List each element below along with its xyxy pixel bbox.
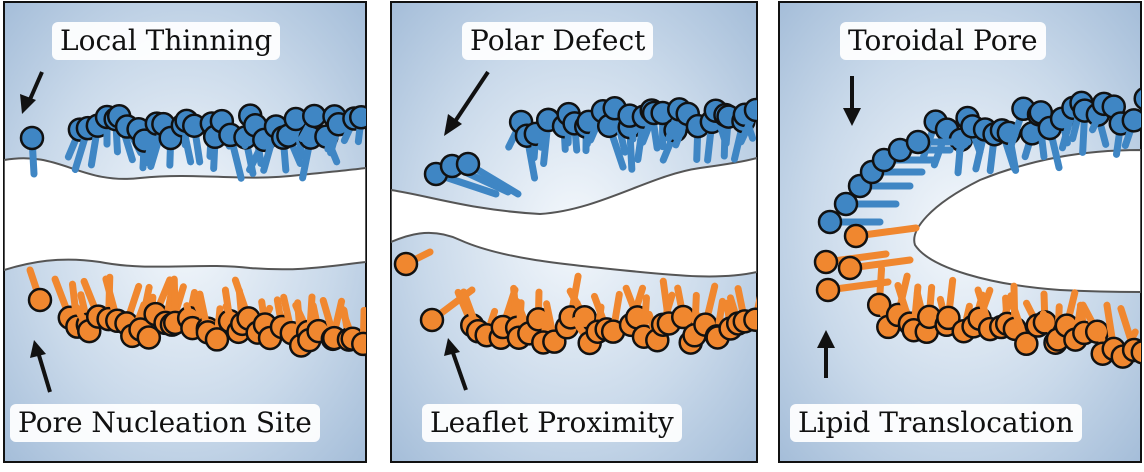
panel-polar-defect: [391, 2, 767, 462]
lipid-head: [421, 309, 443, 331]
label-lipid-translocation: Lipid Translocation: [790, 404, 1082, 442]
lipid-head: [1123, 109, 1144, 131]
label-leaflet-proximity: Leaflet Proximity: [422, 404, 682, 442]
lipid-head: [907, 131, 929, 153]
panel-toroidal-pore: [779, 2, 1144, 462]
lipid-head: [815, 251, 837, 273]
lipid-head: [819, 211, 841, 233]
panel-local-thinning: [4, 2, 374, 462]
lipid-head: [303, 105, 325, 127]
label-toroidal-pore: Toroidal Pore: [840, 22, 1046, 60]
lipid-head: [744, 309, 766, 331]
lipid-head: [350, 106, 372, 128]
lipid-head: [21, 127, 43, 149]
lipid-head: [352, 333, 374, 355]
label-local-thinning: Local Thinning: [52, 22, 280, 60]
label-polar-defect: Polar Defect: [462, 22, 653, 60]
lipid-head: [457, 153, 479, 175]
lipid-head: [395, 253, 417, 275]
lipid-head: [845, 225, 867, 247]
lipid-head: [29, 289, 51, 311]
lipid-head: [817, 279, 839, 301]
lipid-head: [745, 99, 767, 121]
label-pore-nucleation-site: Pore Nucleation Site: [10, 404, 320, 442]
lipid-head: [839, 257, 861, 279]
lipid-head: [1132, 341, 1144, 363]
